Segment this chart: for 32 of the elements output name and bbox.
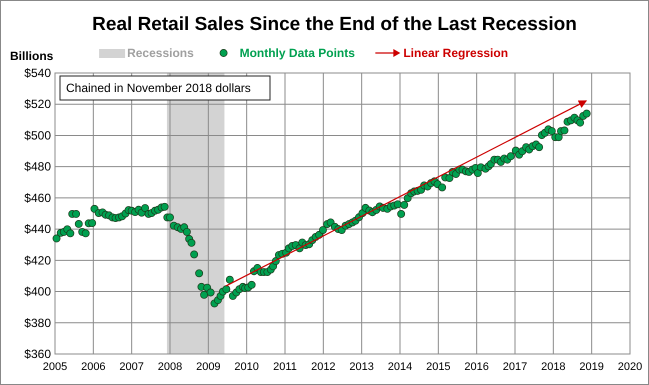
- y-tick-label: $460: [24, 190, 52, 205]
- y-axis-title: Billions: [10, 49, 54, 63]
- x-tick-label: 2020: [618, 361, 642, 373]
- x-tick-label: 2013: [349, 361, 374, 373]
- x-tick-label: 2019: [579, 361, 604, 373]
- y-tick-label: $480: [24, 160, 52, 174]
- y-tick-label: $440: [24, 222, 52, 236]
- y-tick-label: $360: [24, 347, 52, 361]
- x-tick-label: 2012: [311, 361, 336, 373]
- x-tick-label: 2008: [158, 361, 182, 373]
- legend-label: Linear Regression: [403, 46, 508, 60]
- x-tick-label: 2009: [196, 361, 221, 373]
- x-tick-label: 2016: [464, 361, 489, 373]
- x-tick-label: 2011: [273, 361, 297, 373]
- x-tick-label: 2010: [234, 361, 259, 373]
- x-tick-label: 2017: [502, 361, 528, 373]
- y-tick-label: $520: [24, 97, 52, 112]
- annotation: Chained in November 2018 dollars: [66, 81, 251, 95]
- x-tick-label: 2005: [42, 361, 68, 373]
- y-tick-label: $380: [24, 316, 52, 330]
- legend-label: Recessions: [127, 46, 194, 60]
- x-tick-label: 2015: [426, 361, 451, 373]
- y-tick-label: $500: [24, 128, 52, 142]
- x-tick-label: 2018: [541, 361, 566, 373]
- x-tick-label: 2007: [119, 361, 144, 373]
- x-tick-label: 2006: [81, 361, 106, 373]
- y-tick-label: $420: [24, 253, 52, 268]
- y-tick-label: $540: [24, 66, 52, 80]
- legend-label: Monthly Data Points: [240, 46, 356, 60]
- chart-title: Real Retail Sales Since the End of the Last Recession: [92, 14, 577, 35]
- y-tick-label: $400: [24, 284, 52, 299]
- x-tick-label: 2014: [388, 361, 412, 373]
